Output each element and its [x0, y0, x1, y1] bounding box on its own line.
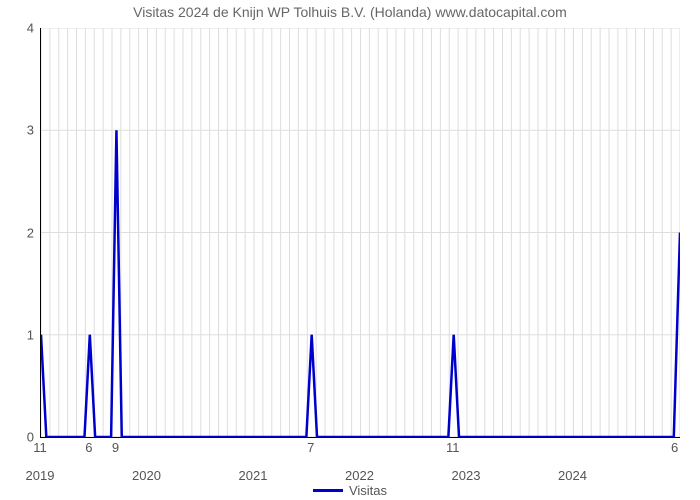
legend: Visitas	[0, 482, 700, 498]
x-year-label: 2021	[239, 468, 268, 483]
legend-label: Visitas	[349, 483, 387, 498]
x-point-label: 9	[112, 440, 119, 455]
y-tick-label: 4	[4, 21, 34, 36]
chart-title: Visitas 2024 de Knijn WP Tolhuis B.V. (H…	[0, 4, 700, 20]
x-year-label: 2023	[452, 468, 481, 483]
y-tick-label: 3	[4, 123, 34, 138]
chart-svg	[41, 28, 680, 437]
plot-area	[40, 28, 680, 438]
chart-container: Visitas 2024 de Knijn WP Tolhuis B.V. (H…	[0, 0, 700, 500]
x-point-label: 11	[33, 440, 47, 455]
x-year-label: 2020	[132, 468, 161, 483]
x-point-label: 7	[307, 440, 314, 455]
x-year-label: 2024	[558, 468, 587, 483]
y-tick-label: 0	[4, 430, 34, 445]
x-year-label: 2019	[26, 468, 55, 483]
y-tick-label: 2	[4, 225, 34, 240]
x-point-label: 6	[85, 440, 92, 455]
x-point-label: 6	[671, 440, 678, 455]
x-point-label: 11	[446, 440, 460, 455]
y-tick-label: 1	[4, 327, 34, 342]
x-year-label: 2022	[345, 468, 374, 483]
legend-swatch	[313, 489, 343, 492]
